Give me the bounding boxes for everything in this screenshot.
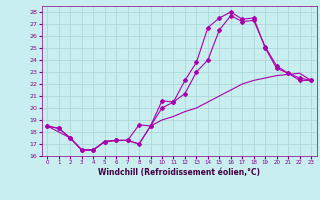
X-axis label: Windchill (Refroidissement éolien,°C): Windchill (Refroidissement éolien,°C) (98, 168, 260, 177)
